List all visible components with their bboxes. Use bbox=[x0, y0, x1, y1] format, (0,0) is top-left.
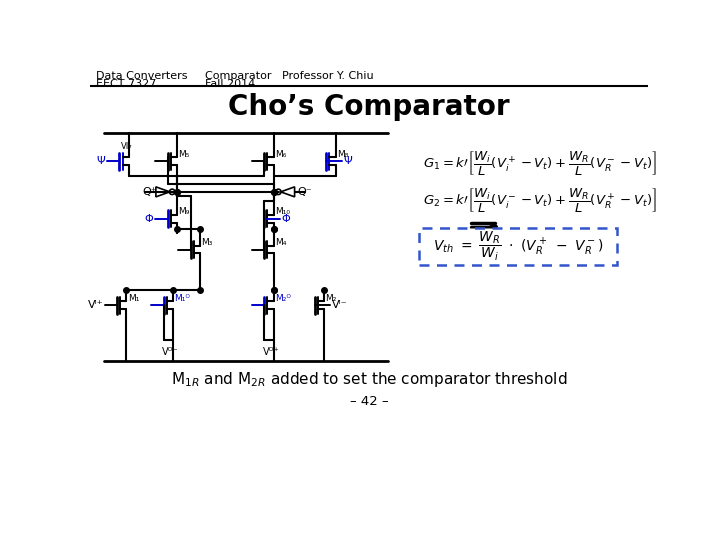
Text: Comparator   Professor Y. Chiu: Comparator Professor Y. Chiu bbox=[204, 71, 374, 81]
Text: M₆: M₆ bbox=[275, 150, 287, 159]
Text: M₁ᴼ: M₁ᴼ bbox=[174, 294, 190, 303]
Text: M$_{1R}$ and M$_{2R}$ added to set the comparator threshold: M$_{1R}$ and M$_{2R}$ added to set the c… bbox=[171, 370, 567, 389]
Text: Fall 2014: Fall 2014 bbox=[204, 79, 255, 90]
Text: M₂ᴼ: M₂ᴼ bbox=[275, 294, 291, 303]
Bar bbox=[419, 228, 617, 265]
Text: M₉: M₉ bbox=[179, 207, 190, 217]
Text: Ψ: Ψ bbox=[343, 156, 352, 166]
Text: $V_{th}\ =\ \dfrac{W_R}{W_i}\ \cdot\ (V_R^+\ -\ V_R^-)$: $V_{th}\ =\ \dfrac{W_R}{W_i}\ \cdot\ (V_… bbox=[433, 230, 603, 263]
Text: Cho’s Comparator: Cho’s Comparator bbox=[228, 93, 510, 122]
Text: Φ: Φ bbox=[145, 214, 153, 224]
Text: – 42 –: – 42 – bbox=[350, 395, 388, 408]
Text: Vᴵ⁺: Vᴵ⁺ bbox=[88, 300, 103, 310]
Text: Φ: Φ bbox=[282, 214, 290, 224]
Text: Q⁻: Q⁻ bbox=[297, 187, 312, 197]
Text: M₃: M₃ bbox=[202, 238, 213, 247]
Text: M₁: M₁ bbox=[128, 294, 140, 303]
Text: $G_2 = k\prime\left[\dfrac{W_i}{L}(V_i^- - V_t) + \dfrac{W_R}{L}(V_R^+ - V_t)\ri: $G_2 = k\prime\left[\dfrac{W_i}{L}(V_i^-… bbox=[423, 186, 657, 215]
Text: Ψ: Ψ bbox=[96, 156, 106, 166]
Text: VI₇: VI₇ bbox=[121, 142, 132, 151]
Text: EECT 7327: EECT 7327 bbox=[96, 79, 156, 90]
Text: $G_1 = k\prime\left[\dfrac{W_i}{L}(V_i^+ - V_t) + \dfrac{W_R}{L}(V_R^- - V_t)\ri: $G_1 = k\prime\left[\dfrac{W_i}{L}(V_i^+… bbox=[423, 150, 657, 178]
Text: M₁₀: M₁₀ bbox=[275, 207, 290, 217]
Text: M₄: M₄ bbox=[275, 238, 287, 247]
Text: Data Converters: Data Converters bbox=[96, 71, 188, 81]
Text: Q⁺: Q⁺ bbox=[142, 187, 156, 197]
Text: M₈: M₈ bbox=[337, 150, 348, 159]
Text: M₂: M₂ bbox=[325, 294, 337, 303]
Text: M₅: M₅ bbox=[179, 150, 190, 159]
Text: Vᴼ⁺: Vᴼ⁺ bbox=[263, 347, 280, 357]
Text: Vᴼ⁻: Vᴼ⁻ bbox=[162, 347, 179, 357]
Text: Vᴵ⁻: Vᴵ⁻ bbox=[332, 300, 348, 310]
